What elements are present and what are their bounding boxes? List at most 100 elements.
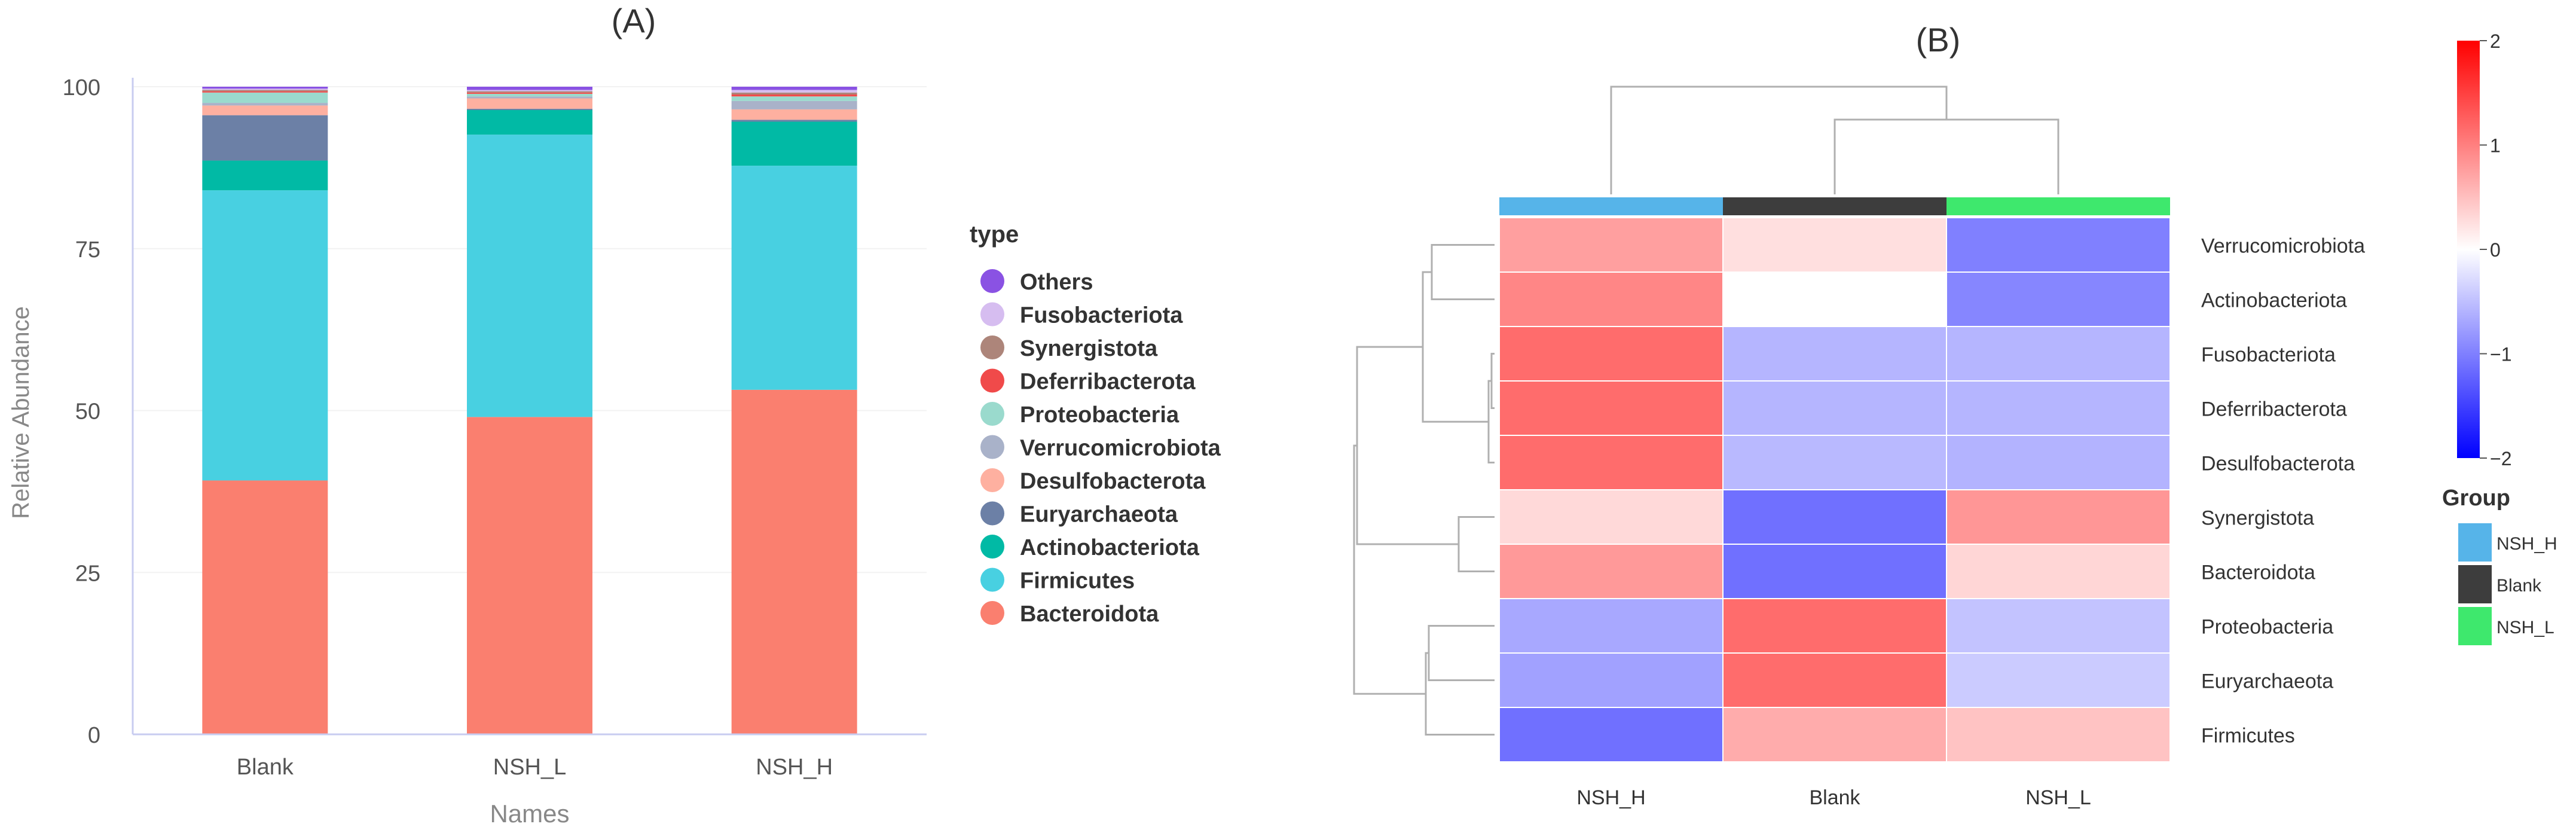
a-bar-nsh-h-fusobacteriota: [731, 90, 857, 93]
b-cell-verrucomicrobiota-nsh-l: [1946, 217, 2171, 273]
b-cell-fusobacteriota-nsh-h: [1499, 326, 1724, 382]
a-legend-label-actinobacteriota: Actinobacteriota: [1020, 535, 1200, 560]
a-legend-marker-others: [980, 269, 1004, 293]
b-cell-bacteroidota-nsh-h: [1499, 544, 1724, 599]
a-legend-marker-desulfobacterota: [980, 468, 1004, 492]
b-group-legend-label-nsh-l: NSH_L: [2496, 618, 2554, 637]
panel-a-label: (A): [612, 2, 656, 39]
b-cell-deferribacterota-nsh-l: [1946, 380, 2171, 436]
b-row-label-desulfobacterota: Desulfobacterota: [2201, 453, 2355, 475]
a-bar-nsh-h-actinobacteriota: [731, 121, 857, 166]
b-row-dendrogram: [1353, 244, 1495, 736]
a-bar-blank-firmicutes: [202, 190, 328, 481]
a-bar-nsh-l-firmicutes: [467, 135, 592, 417]
panel-a: (A) 0 25 50 75 100 Blank NSH_L NSH_H Relative …: [8, 2, 1221, 828]
b-row-dend-branch: [1428, 625, 1495, 681]
b-group-legend-swatch-nsh-h: [2458, 523, 2492, 562]
b-row-dend-branch: [1431, 244, 1495, 300]
b-row-dend-branch: [1353, 444, 1426, 695]
a-bar-blank-fusobacteriota: [202, 89, 328, 90]
a-legend-marker-actinobacteriota: [980, 535, 1004, 559]
b-cell-bacteroidota-nsh-l: [1946, 544, 2171, 599]
b-cell-firmicutes-blank: [1722, 707, 1947, 762]
b-colorbar: 2 1 0 −1 −2: [2457, 30, 2511, 469]
a-legend-label-proteobacteria: Proteobacteria: [1020, 402, 1179, 428]
b-row-label-proteobacteria: Proteobacteria: [2201, 616, 2333, 639]
b-colorbar-tick-label: 1: [2490, 135, 2501, 157]
a-bar-blank-bacteroidota: [202, 480, 328, 734]
a-bar-nsh-h-bacteroidota: [731, 389, 857, 734]
a-bar-nsh-l-verrucomicrobiota: [467, 96, 592, 99]
b-group-legend-label-nsh-h: NSH_H: [2496, 534, 2557, 554]
a-legend-label-firmicutes: Firmicutes: [1020, 569, 1135, 594]
a-bar-nsh-l-proteobacteria: [467, 93, 592, 97]
a-legend-marker-bacteroidota: [980, 601, 1004, 625]
b-group-cell-nsh-h: [1499, 197, 1723, 215]
b-cell-fusobacteriota-blank: [1722, 326, 1947, 382]
b-cell-fusobacteriota-nsh-l: [1946, 326, 2171, 382]
b-row-dend-branch: [1356, 346, 1459, 545]
a-bar-blank-desulfobacterota: [202, 105, 328, 115]
a-bar-nsh-l-euryarchaeota: [467, 108, 592, 110]
b-colorbar-tick-label: 2: [2490, 30, 2501, 52]
b-cell-euryarchaeota-nsh-l: [1946, 652, 2171, 708]
a-legend-marker-synergistota: [980, 335, 1004, 359]
a-y-ticks: 0 25 50 75 100: [63, 75, 100, 748]
b-group-legend: NSH_H Blank NSH_L: [2458, 523, 2557, 645]
a-legend-marker-deferribacterota: [980, 368, 1004, 393]
b-cell-proteobacteria-blank: [1722, 598, 1947, 654]
b-row-labels: Verrucomicrobiota Actinobacteriota Fusobac…: [2201, 235, 2365, 748]
a-legend-label-bacteroidota: Bacteroidota: [1020, 602, 1159, 627]
b-cell-euryarchaeota-blank: [1722, 652, 1947, 708]
a-bar-blank-others: [202, 87, 328, 89]
b-row-label-firmicutes: Firmicutes: [2201, 725, 2295, 748]
a-bar-blank-proteobacteria: [202, 92, 328, 103]
b-col-dend-branch: [1610, 86, 1948, 194]
a-bar-nsh-l-fusobacteriota: [467, 90, 592, 91]
b-col-dend-branch: [1834, 118, 2059, 194]
a-legend-title: type: [970, 221, 1019, 248]
a-legend-marker-proteobacteria: [980, 402, 1004, 426]
b-cell-desulfobacterota-blank: [1722, 435, 1947, 490]
a-bar-nsh-h-desulfobacterota: [731, 109, 857, 120]
b-colorbar-tick-label: −1: [2490, 344, 2511, 365]
b-colorbar-gradient: [2457, 41, 2480, 458]
b-cell-actinobacteriota-nsh-h: [1499, 271, 1724, 327]
b-row-dend-branch: [1490, 353, 1495, 409]
a-bar-nsh-h-proteobacteria: [731, 96, 857, 101]
b-column-labels: NSH_H Blank NSH_L: [1576, 786, 2091, 809]
b-row-label-fusobacteriota: Fusobacteriota: [2201, 344, 2336, 367]
a-legend-label-euryarchaeota: Euryarchaeota: [1020, 502, 1178, 527]
b-row-dend-branch: [1457, 516, 1495, 572]
a-x-tick-label: NSH_L: [493, 755, 567, 780]
b-cell-verrucomicrobiota-blank: [1722, 217, 1947, 273]
b-group-legend-title: Group: [2442, 486, 2510, 511]
a-bar-nsh-h-verrucomicrobiota: [731, 100, 857, 109]
b-cell-synergistota-nsh-l: [1946, 489, 2171, 545]
a-bars: [202, 87, 857, 734]
b-row-label-bacteroidota: Bacteroidota: [2201, 562, 2315, 584]
b-group-annotation-bar: [1499, 197, 2170, 215]
a-bar-nsh-l-deferribacterota: [467, 92, 592, 94]
a-bar-blank-deferribacterota: [202, 91, 328, 93]
panel-b-label: (B): [1916, 21, 1961, 59]
b-col-label-blank: Blank: [1809, 786, 1860, 809]
panel-b: (B) Verrucomicrobiota Actinobacteriota Fus…: [1353, 21, 2557, 809]
a-legend-marker-fusobacteriota: [980, 302, 1004, 327]
b-group-cell-blank: [1723, 197, 1946, 215]
b-cell-synergistota-nsh-h: [1499, 489, 1724, 545]
a-bar-nsh-h-euryarchaeota: [731, 120, 857, 122]
a-x-axis-title: Names: [490, 800, 569, 828]
b-cell-desulfobacterota-nsh-l: [1946, 435, 2171, 490]
b-cell-verrucomicrobiota-nsh-h: [1499, 217, 1724, 273]
b-row-label-verrucomicrobiota: Verrucomicrobiota: [2201, 235, 2365, 258]
b-cell-synergistota-blank: [1722, 489, 1947, 545]
a-y-tick-label: 50: [75, 399, 100, 425]
a-bar-blank-actinobacteriota: [202, 160, 328, 191]
b-cell-bacteroidota-blank: [1722, 544, 1947, 599]
a-legend-label-desulfobacterota: Desulfobacterota: [1020, 469, 1206, 494]
a-legend-marker-verrucomicrobiota: [980, 435, 1004, 459]
b-colorbar-tick-label: −2: [2490, 448, 2511, 469]
a-legend: Others Fusobacteriota Synergistota Deferrib…: [980, 269, 1221, 627]
